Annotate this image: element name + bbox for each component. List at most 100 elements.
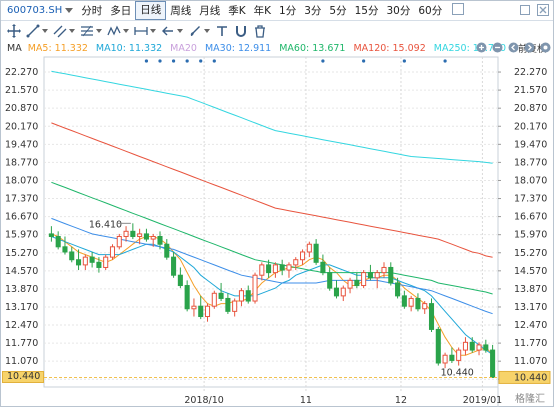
y-tick-right: 19.470: [514, 139, 547, 150]
event-marker: [212, 59, 216, 63]
brush-tool[interactable]: [186, 23, 212, 39]
tab-period-2[interactable]: 日线: [135, 1, 167, 20]
channel-icon: [53, 25, 67, 38]
candle-body: [225, 297, 231, 312]
candle-body: [483, 344, 489, 351]
ma-legend-item: MA60: 13.671: [279, 42, 346, 54]
y-tick-right: 22.270: [514, 67, 547, 78]
tab-period-8[interactable]: 3分: [300, 1, 325, 21]
tab-period-4[interactable]: 月线: [195, 1, 224, 21]
kline-chart[interactable]: 22.270 22.270 21.570 21.570 20.870 20.870 20.1…: [1, 55, 553, 407]
candle-body: [62, 246, 68, 253]
delete-tool[interactable]: [251, 23, 269, 39]
current-price-right: 10.440: [514, 372, 547, 383]
window-controls: [519, 4, 549, 16]
candle-body: [347, 279, 353, 289]
crosshair-tool[interactable]: [5, 23, 23, 39]
ma-legend-item: MA20: [170, 42, 197, 54]
candle-body: [266, 264, 272, 274]
candle-body: [388, 266, 394, 284]
candle-body: [476, 344, 482, 351]
scroll-right-icon[interactable]: [524, 42, 535, 53]
ma-label[interactable]: MA: [7, 42, 22, 54]
candle-body: [374, 272, 380, 279]
y-tick-left: 20.870: [5, 103, 38, 114]
zoom-out-icon[interactable]: [492, 42, 503, 53]
tab-period-12[interactable]: 60分: [414, 1, 446, 21]
ma-legend: MA MA5: 11.332 MA10: 11.332 MA20 MA30: 12.9…: [1, 41, 553, 55]
candle-body: [191, 305, 197, 310]
channel-tool[interactable]: [51, 23, 77, 39]
event-marker: [158, 59, 162, 63]
candle-body: [435, 328, 441, 364]
candle-body: [286, 264, 292, 271]
zoom-in-icon[interactable]: [476, 42, 487, 53]
fibonacci-tool[interactable]: [78, 23, 104, 39]
y-tick-left: 19.470: [5, 139, 38, 150]
y-tick-left: 17.370: [5, 194, 38, 205]
event-marker: [402, 59, 406, 63]
candle-body: [381, 266, 387, 274]
tab-period-7[interactable]: 1分: [275, 1, 300, 21]
x-tick-label: 12: [395, 395, 407, 406]
chart-tools: [476, 42, 551, 53]
tab-period-label: 30分: [386, 4, 411, 17]
candle-body: [340, 287, 346, 297]
candle-body: [279, 264, 285, 271]
y-tick-left: 18.770: [5, 157, 38, 168]
candle-body: [490, 349, 496, 378]
y-tick-right: 15.970: [514, 230, 547, 241]
candle-body: [143, 233, 149, 240]
x-tick-label: 2018/10: [184, 395, 223, 406]
y-tick-left: 14.570: [5, 266, 38, 277]
period-tabs: 分时 多日 日线 周线 月线 季K 年K 1分 3分 5分 15分 30分 60分: [77, 1, 465, 21]
arrow-tool[interactable]: [159, 23, 185, 39]
chevron-down-icon: [65, 8, 74, 13]
symbol-selector[interactable]: 600703.SH: [1, 1, 77, 21]
candle-body: [123, 230, 129, 237]
scroll-left-icon[interactable]: [508, 42, 519, 53]
tab-period-3[interactable]: 周线: [166, 1, 195, 21]
settings-icon[interactable]: [540, 42, 551, 53]
measure-tool[interactable]: [132, 23, 158, 39]
tab-period-1[interactable]: 多日: [106, 1, 135, 21]
ma-legend-item: MA120: 15.092: [353, 42, 426, 54]
tab-period-10[interactable]: 15分: [351, 1, 383, 21]
candle-body: [184, 285, 190, 310]
event-marker: [144, 59, 149, 63]
brush-icon: [190, 26, 200, 36]
y-tick-left: 20.170: [5, 121, 38, 132]
y-tick-right: 21.570: [514, 85, 547, 96]
y-tick-right: 11.770: [514, 338, 547, 349]
close-icon[interactable]: [537, 4, 549, 16]
candle-body: [204, 305, 211, 318]
symbol-label: 600703.SH: [7, 5, 63, 16]
candle-body: [137, 233, 143, 237]
candle-body: [367, 272, 373, 279]
tab-period-9[interactable]: 5分: [325, 1, 350, 21]
candle-body: [150, 235, 156, 240]
tab-period-label: 日线: [140, 4, 162, 16]
candle-body: [449, 354, 455, 361]
pattern-tool[interactable]: [105, 23, 131, 39]
trash-icon: [255, 25, 265, 38]
magnet-tool[interactable]: [232, 23, 250, 39]
tab-period-5[interactable]: 季K: [224, 1, 249, 21]
tab-period-11[interactable]: 30分: [382, 1, 414, 21]
y-tick-left: 13.170: [5, 302, 38, 313]
tab-period-label: 月线: [199, 4, 221, 17]
event-marker: [443, 59, 447, 63]
y-tick-left: 11.070: [5, 356, 38, 367]
tab-period-label: 60分: [418, 4, 443, 17]
chart-canvas[interactable]: 22.270 22.270 21.570 21.570 20.870 20.870 20.1…: [1, 55, 553, 407]
line-tool[interactable]: [24, 23, 50, 39]
restore-icon[interactable]: [519, 4, 531, 16]
checkbox-icon[interactable]: [452, 3, 465, 18]
tab-period-label: 季K: [228, 4, 246, 17]
candle-body: [462, 341, 468, 351]
y-tick-left: 12.470: [5, 320, 38, 331]
tab-period-6[interactable]: 年K: [250, 1, 275, 21]
candle-body: [96, 261, 102, 268]
text-tool[interactable]: [213, 23, 231, 39]
tab-period-0[interactable]: 分时: [77, 1, 106, 21]
